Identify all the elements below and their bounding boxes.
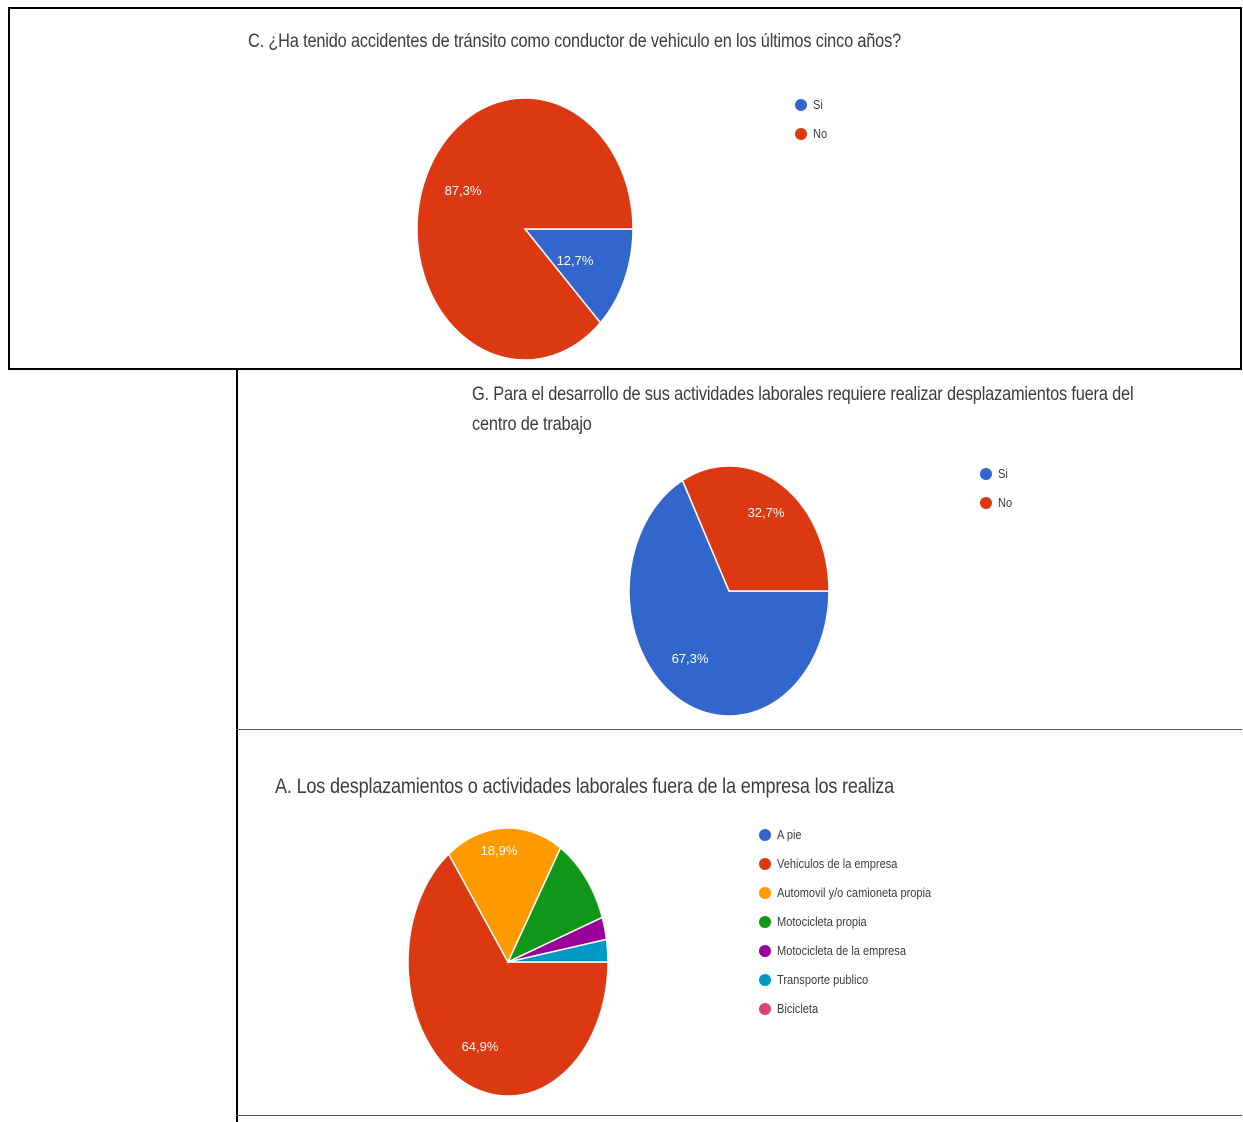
legend-label: A pie <box>777 827 802 842</box>
legend-swatch <box>759 973 771 986</box>
legend-item: Si <box>980 459 1015 488</box>
slice-label-automovil-y-o-camioneta-propia: 18,9% <box>481 843 518 858</box>
legend-swatch <box>759 915 771 928</box>
legend-item: No <box>980 488 1015 517</box>
pie-slice-no <box>681 465 830 592</box>
pie-slice-motocicleta-propia <box>506 846 604 964</box>
pie-slice-vehiculos-de-la-empresa <box>407 852 609 1097</box>
legend-swatch <box>980 467 992 480</box>
legend-item: No <box>795 119 830 148</box>
legend-item: Motocicleta propia <box>759 907 958 936</box>
legend-label: Automovil y/o camioneta propia <box>777 885 932 900</box>
legend-displacements: Si No <box>980 459 1015 517</box>
slice-label-no: 87,3% <box>445 183 482 198</box>
inner-row-divider <box>236 729 1242 730</box>
legend-label: Transporte publico <box>777 972 869 987</box>
inner-column-left-border <box>236 369 238 1122</box>
legend-item: A pie <box>759 820 958 849</box>
legend-transport-mode: A pie Vehiculos de la empresa Automovil y/… <box>759 820 958 1023</box>
legend-swatch <box>759 944 771 957</box>
legend-swatch <box>759 828 771 841</box>
pie-slice-si <box>523 228 634 324</box>
table-border-top <box>8 7 1242 9</box>
legend-label: No <box>998 495 1013 510</box>
pie-slice-automovil-y-o-camioneta-propia <box>447 827 562 964</box>
slice-label-no: 32,7% <box>748 505 785 520</box>
chart-title-transport-mode: A. Los desplazamientos o actividades lab… <box>275 775 895 798</box>
slice-label-vehiculos-de-la-empresa: 64,9% <box>462 1039 499 1054</box>
legend-swatch <box>980 496 992 509</box>
legend-label: Si <box>813 97 823 112</box>
legend-label: Motocicleta propia <box>777 914 867 929</box>
legend-item: Automovil y/o camioneta propia <box>759 878 958 907</box>
pie-slice-si <box>628 479 830 717</box>
pie-slice-no <box>416 97 634 361</box>
legend-item: Si <box>795 90 830 119</box>
legend-label: Motocicleta de la empresa <box>777 943 906 958</box>
legend-label: Vehiculos de la empresa <box>777 856 898 871</box>
legend-accidents: Si No <box>795 90 830 148</box>
legend-label: Si <box>998 466 1008 481</box>
table-row-divider <box>8 368 1242 370</box>
inner-row-bottom <box>236 1115 1242 1116</box>
chart-title-displacements: G. Para el desarrollo de sus actividades… <box>472 384 1134 435</box>
slice-label-si: 12,7% <box>557 253 594 268</box>
legend-label: Bicicleta <box>777 1001 819 1016</box>
legend-label: No <box>813 126 828 141</box>
legend-item: Transporte publico <box>759 965 958 994</box>
legend-item: Bicicleta <box>759 994 958 1023</box>
table-border-right <box>1240 7 1242 369</box>
legend-swatch <box>795 98 807 111</box>
legend-item: Motocicleta de la empresa <box>759 936 958 965</box>
legend-item: Vehiculos de la empresa <box>759 849 958 878</box>
legend-swatch <box>759 886 771 899</box>
legend-swatch <box>759 857 771 870</box>
legend-swatch <box>759 1002 771 1015</box>
table-border-left <box>8 7 10 369</box>
chart-title-accidents: C. ¿Ha tenido accidentes de tránsito com… <box>248 31 902 52</box>
legend-swatch <box>795 127 807 140</box>
pie-slice-transporte-publico <box>507 938 609 963</box>
slice-label-si: 67,3% <box>672 651 709 666</box>
